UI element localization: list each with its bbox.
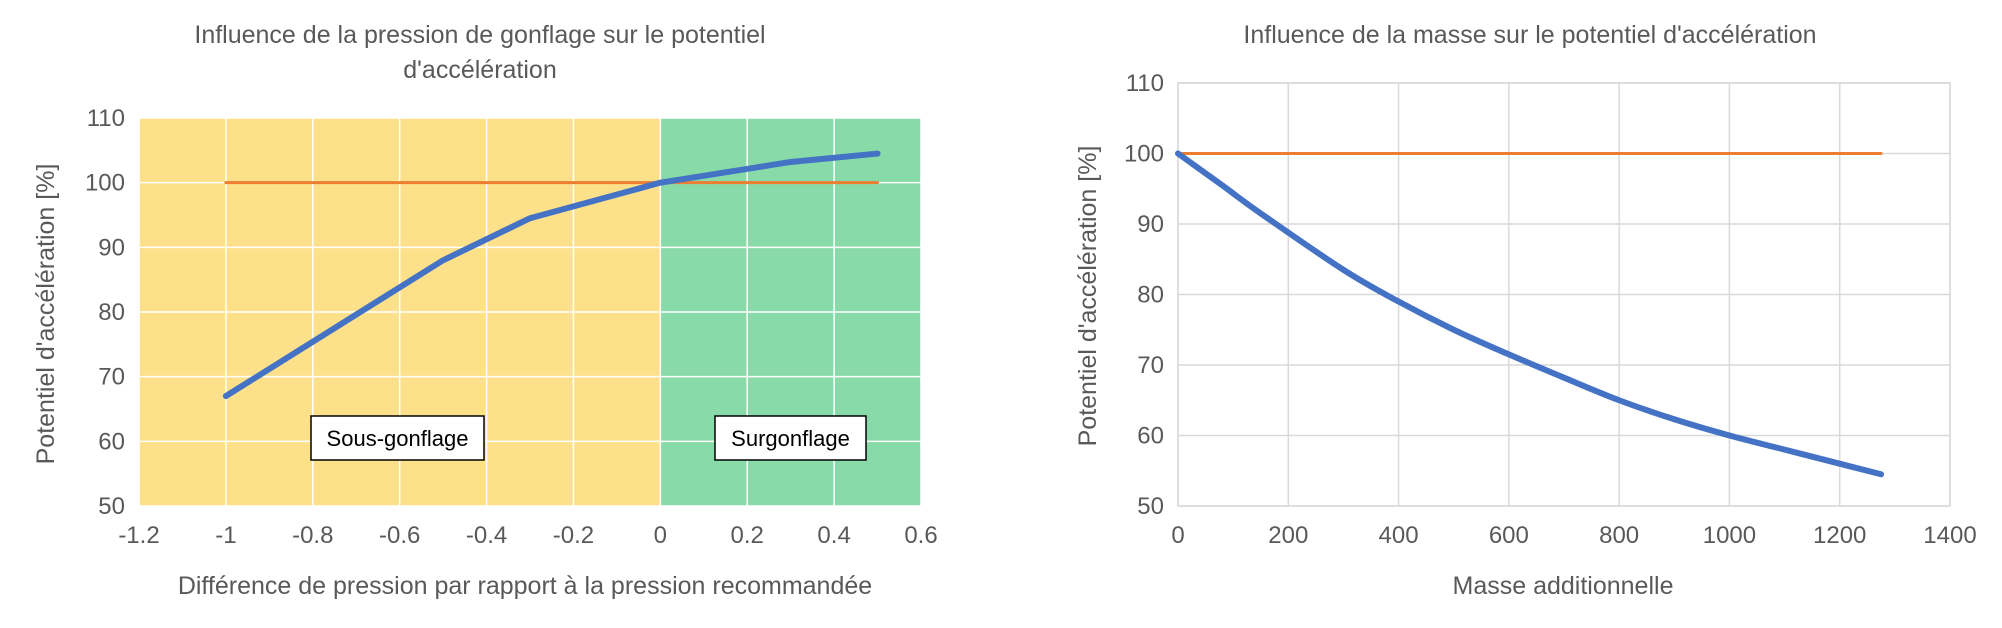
chart1-x-tick-labels: -1.2 -1 -0.8 -0.6 -0.4 -0.2 0 0.2 0.4 0.6 bbox=[118, 522, 937, 549]
x-tick-label: 800 bbox=[1599, 522, 1639, 549]
series-line-main bbox=[1175, 150, 1885, 478]
zone-label-box-surgonflage: Surgonflage bbox=[714, 415, 867, 461]
chart2-x-axis-title: Masse additionnelle bbox=[1453, 572, 1674, 600]
zone-label-surgonflage: Surgonflage bbox=[731, 426, 850, 451]
x-tick-label: -0.6 bbox=[379, 522, 420, 549]
plot-area-frame bbox=[1177, 82, 1951, 507]
y-tick-label: 60 bbox=[1137, 423, 1164, 450]
chart1-y-axis-title: Potentiel d'accélération [%] bbox=[32, 164, 60, 465]
x-tick-label: 0.6 bbox=[904, 522, 937, 549]
chart1-y-tick-labels: 50 60 70 80 90 100 110 bbox=[85, 105, 125, 520]
x-tick-label: 0.2 bbox=[731, 522, 764, 549]
x-tick-label: 400 bbox=[1379, 522, 1419, 549]
y-tick-label: 110 bbox=[87, 105, 125, 132]
y-tick-label: 50 bbox=[98, 493, 125, 520]
chart2-y-axis-title: Potentiel d'accélération [%] bbox=[1074, 146, 1102, 447]
chart2-gridlines bbox=[1177, 82, 1951, 507]
x-tick-label: -0.8 bbox=[292, 522, 333, 549]
y-tick-label: 70 bbox=[1137, 352, 1164, 379]
pressure-chart: Influence de la pression de gonflage sur… bbox=[32, 21, 938, 600]
x-tick-label: 1400 bbox=[1923, 522, 1976, 549]
x-tick-label: -1 bbox=[215, 522, 236, 549]
x-tick-label: -0.4 bbox=[466, 522, 507, 549]
x-tick-label: -1.2 bbox=[118, 522, 159, 549]
y-tick-label: 70 bbox=[98, 364, 125, 391]
x-tick-label: 600 bbox=[1489, 522, 1529, 549]
y-tick-label: 90 bbox=[1137, 211, 1164, 238]
chart1-x-axis-title: Différence de pression par rapport à la … bbox=[178, 572, 872, 600]
y-tick-label: 100 bbox=[85, 170, 125, 197]
chart2-x-tick-labels: 0 200 400 600 800 1000 1200 1400 bbox=[1171, 522, 1976, 549]
y-tick-label: 60 bbox=[98, 428, 125, 455]
x-tick-label: 1200 bbox=[1813, 522, 1866, 549]
x-tick-label: 1000 bbox=[1703, 522, 1756, 549]
chart1-series bbox=[222, 150, 881, 400]
y-tick-label: 80 bbox=[98, 299, 125, 326]
series-line-main bbox=[222, 150, 881, 400]
mass-chart: Influence de la masse sur le potentiel d… bbox=[1074, 21, 1977, 600]
x-tick-label: 0.4 bbox=[817, 522, 850, 549]
y-tick-label: 80 bbox=[1137, 282, 1164, 309]
x-tick-label: 200 bbox=[1268, 522, 1308, 549]
chart2-title: Influence de la masse sur le potentiel d… bbox=[1243, 21, 1816, 49]
chart2-y-tick-labels: 50 60 70 80 90 100 110 bbox=[1124, 70, 1164, 520]
x-tick-label: 0 bbox=[654, 522, 667, 549]
zone-label-sous-gonflage: Sous-gonflage bbox=[327, 426, 469, 451]
chart2-series bbox=[1175, 150, 1885, 478]
y-tick-label: 90 bbox=[98, 234, 125, 261]
y-tick-label: 100 bbox=[1124, 141, 1164, 168]
y-tick-label: 110 bbox=[1126, 70, 1164, 97]
x-tick-label: -0.2 bbox=[553, 522, 594, 549]
chart1-title-line2: d'accélération bbox=[403, 56, 556, 84]
zone-label-box-sous-gonflage: Sous-gonflage bbox=[310, 415, 485, 461]
y-tick-label: 50 bbox=[1137, 493, 1164, 520]
chart1-title-line1: Influence de la pression de gonflage sur… bbox=[194, 21, 765, 49]
x-tick-label: 0 bbox=[1171, 522, 1184, 549]
